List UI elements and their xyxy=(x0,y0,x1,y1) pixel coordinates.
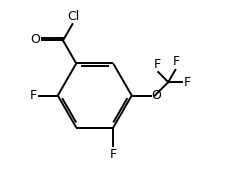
Text: F: F xyxy=(110,148,117,161)
Text: F: F xyxy=(184,76,191,89)
Text: F: F xyxy=(154,58,161,71)
Text: O: O xyxy=(31,33,41,46)
Text: F: F xyxy=(30,89,37,102)
Text: O: O xyxy=(152,89,161,102)
Text: Cl: Cl xyxy=(67,10,79,23)
Text: F: F xyxy=(172,55,180,68)
